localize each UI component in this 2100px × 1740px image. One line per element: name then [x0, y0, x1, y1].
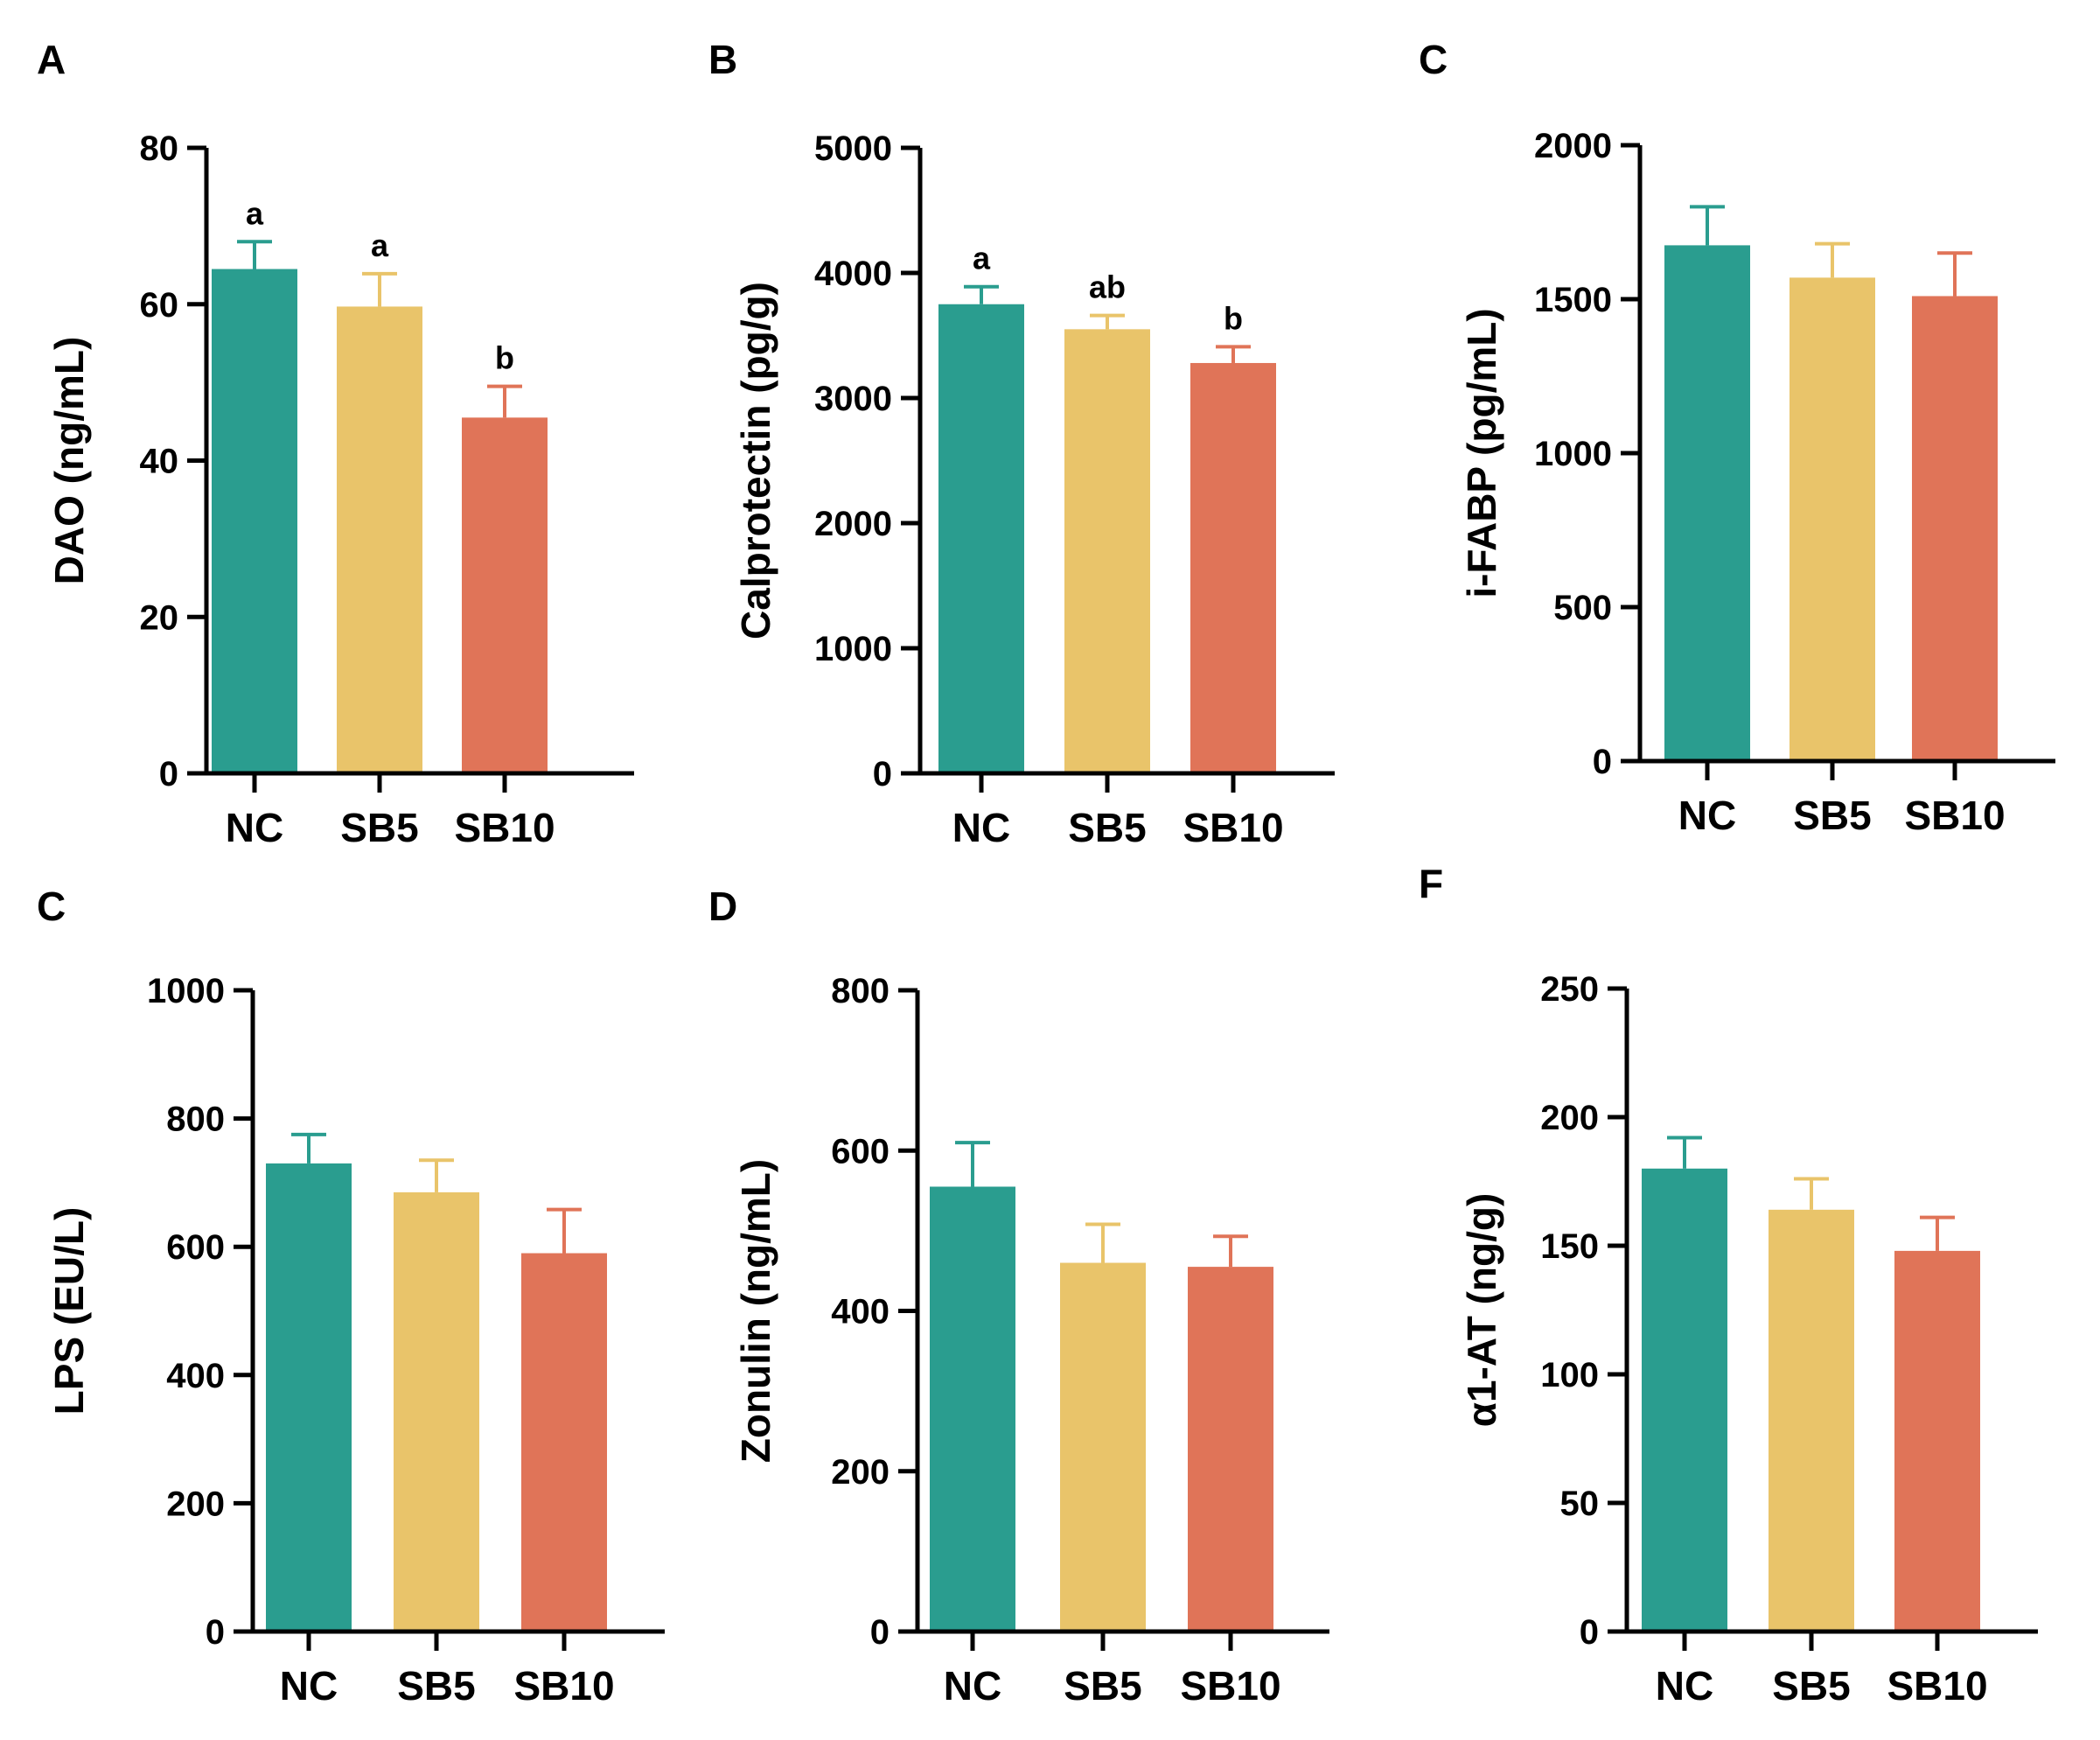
y-tick-label: 0	[870, 1613, 890, 1652]
significance-letter: b	[495, 340, 514, 376]
bar-sb5	[394, 1191, 479, 1632]
bar-sb5	[1060, 1262, 1146, 1632]
x-tick-label: SB10	[1904, 793, 2005, 838]
y-tick-label: 0	[1580, 1613, 1599, 1652]
panel-letter: A	[37, 37, 66, 82]
bar-sb5	[1790, 277, 1875, 761]
bar-sb10	[1188, 1267, 1273, 1632]
y-tick-label: 20	[140, 598, 179, 637]
y-tick-label: 1000	[147, 972, 225, 1010]
chart-panel-4: C 0 200 400 600 800 1000 NC SB5 SB10 LPS (EU/L)	[37, 884, 665, 1709]
x-tick-label: SB10	[1183, 805, 1283, 850]
x-tick-label: SB5	[1772, 1663, 1850, 1709]
bar-nc	[938, 304, 1024, 773]
y-tick-label: 1000	[814, 630, 892, 668]
panel-letter: C	[37, 884, 66, 929]
chart-panel-3: C 0 500 1000 1500 2000 NC SB5 SB10 i-FABP (pg/mL)	[1419, 37, 2055, 838]
y-axis-title: DAO (ng/mL)	[46, 337, 92, 585]
y-tick-label: 400	[831, 1293, 890, 1331]
y-tick-label: 150	[1540, 1227, 1599, 1266]
bar-nc	[930, 1186, 1015, 1632]
y-axis-title: LPS (EU/L)	[46, 1207, 92, 1415]
bar-nc	[1642, 1168, 1727, 1632]
x-tick-label: SB10	[513, 1663, 614, 1709]
panel-letter: D	[708, 884, 737, 929]
x-tick-label: SB5	[1068, 805, 1146, 850]
bar-sb10	[1190, 362, 1276, 773]
y-axis-title: Zonulin (ng/mL)	[733, 1159, 778, 1463]
significance-letter: a	[973, 241, 991, 276]
x-tick-label: NC	[944, 1663, 1001, 1709]
y-tick-label: 4000	[814, 255, 892, 293]
y-tick-label: 50	[1560, 1485, 1600, 1523]
y-tick-label: 600	[166, 1228, 225, 1267]
x-tick-label: SB5	[397, 1663, 475, 1709]
bar-sb5	[337, 306, 422, 773]
panel-letter: F	[1419, 861, 1443, 906]
x-tick-label: NC	[280, 1663, 338, 1709]
bar-sb10	[462, 417, 548, 773]
y-tick-label: 600	[831, 1132, 890, 1170]
y-tick-label: 0	[873, 755, 892, 793]
bar-sb5	[1769, 1209, 1854, 1632]
significance-letter: ab	[1089, 269, 1126, 305]
bar-sb10	[1912, 296, 1998, 762]
x-tick-label: NC	[952, 805, 1010, 850]
x-tick-label: NC	[1656, 1663, 1713, 1709]
y-tick-label: 3000	[814, 380, 892, 418]
chart-panel-2: Ba ab b 0 1000 2000 3000 4000 5000 NC SB5 SB10 Calpr…	[708, 37, 1335, 850]
x-tick-label: SB5	[1064, 1663, 1141, 1709]
x-tick-label: SB5	[1793, 793, 1871, 838]
y-tick-label: 200	[1540, 1099, 1599, 1137]
chart-panel-5: D 0 200 400 600 800 NC SB5 SB10 Zonulin (ng/mL)	[708, 884, 1329, 1709]
chart-panel-1: Aa a b 0 20 40 60 80 NC SB5 SB10 DAO (ng/mL)	[37, 37, 634, 850]
y-tick-label: 2000	[814, 505, 892, 543]
y-tick-label: 200	[166, 1485, 225, 1523]
x-tick-label: SB10	[1180, 1663, 1280, 1709]
y-tick-label: 800	[831, 972, 890, 1010]
y-tick-label: 500	[1553, 589, 1612, 627]
y-tick-label: 2000	[1534, 127, 1612, 165]
bar-nc	[1664, 245, 1750, 761]
y-tick-label: 200	[831, 1453, 890, 1492]
y-axis-title: α1-AT (ng/g)	[1459, 1193, 1504, 1428]
y-tick-label: 40	[140, 443, 179, 481]
y-tick-label: 100	[1540, 1356, 1599, 1394]
panel-letter: B	[708, 37, 737, 82]
significance-letter: a	[371, 227, 389, 263]
y-tick-label: 0	[206, 1613, 225, 1652]
y-tick-label: 250	[1540, 970, 1599, 1009]
bar-nc	[266, 1163, 352, 1632]
y-axis-title: i-FABP (pg/mL)	[1459, 308, 1504, 597]
x-tick-label: SB10	[454, 805, 555, 850]
panel-letter: C	[1419, 37, 1448, 82]
y-tick-label: 800	[166, 1101, 225, 1139]
y-tick-label: 5000	[814, 129, 892, 168]
y-tick-label: 0	[1593, 743, 1612, 781]
x-tick-label: NC	[226, 805, 283, 850]
bar-sb10	[1894, 1250, 1980, 1632]
bar-sb5	[1064, 329, 1150, 773]
x-tick-label: NC	[1678, 793, 1736, 838]
y-tick-label: 1000	[1534, 435, 1612, 473]
y-tick-label: 1500	[1534, 281, 1612, 319]
significance-letter: a	[246, 195, 264, 231]
bar-sb10	[521, 1253, 607, 1632]
y-axis-title: Calprotectin (pg/g)	[733, 282, 778, 639]
y-tick-label: 60	[140, 286, 179, 325]
significance-letter: b	[1224, 300, 1243, 336]
x-tick-label: SB5	[340, 805, 418, 850]
y-tick-label: 400	[166, 1357, 225, 1395]
y-tick-label: 0	[159, 755, 178, 793]
y-tick-label: 80	[140, 129, 179, 168]
bar-nc	[212, 269, 297, 773]
chart-panel-6: F 0 50 100 150 200 250 NC SB5 SB10 α1-AT (ng/g)	[1419, 861, 2038, 1709]
x-tick-label: SB10	[1887, 1663, 1987, 1709]
